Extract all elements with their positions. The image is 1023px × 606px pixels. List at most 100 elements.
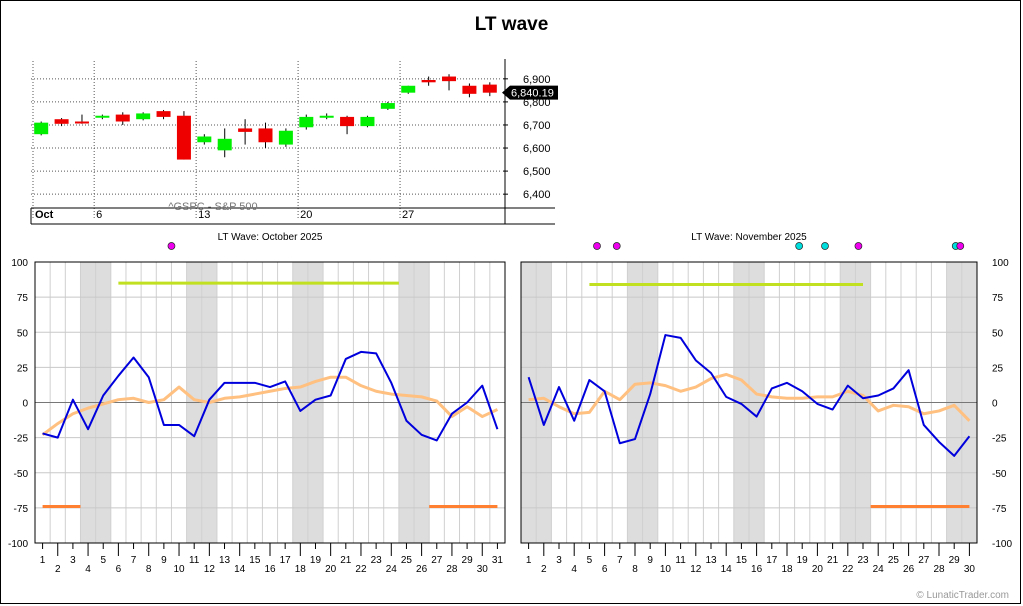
- wave-y-label: -25: [992, 434, 1007, 445]
- day-label: 13: [705, 555, 717, 566]
- day-label: 5: [587, 555, 593, 566]
- wave-y-label: -75: [992, 504, 1007, 515]
- day-label: 16: [751, 564, 763, 575]
- day-label: 9: [161, 555, 167, 566]
- candle-down: [54, 119, 69, 124]
- wave-plot-frame: [520, 261, 978, 544]
- candle-up: [319, 115, 334, 118]
- day-label: 23: [857, 555, 869, 566]
- price-tick-label: 6,600: [523, 143, 551, 155]
- day-label: 24: [873, 564, 885, 575]
- day-label: 21: [827, 555, 839, 566]
- day-label: 26: [416, 564, 428, 575]
- wave-y-label: -50: [14, 469, 29, 480]
- candle-up: [197, 136, 212, 143]
- candle-down: [340, 116, 355, 127]
- candle-up: [299, 116, 314, 128]
- day-label: 22: [842, 564, 854, 575]
- price-tick-label: 6,400: [523, 189, 551, 201]
- chart-title: LT wave: [474, 14, 549, 35]
- day-label: 28: [446, 564, 458, 575]
- day-label: 4: [85, 564, 91, 575]
- day-label: 20: [812, 564, 824, 575]
- signal-dot-magenta: [593, 242, 601, 250]
- price-tick-label: 6,700: [523, 120, 551, 132]
- day-label: 27: [918, 555, 930, 566]
- wave-y-label: 75: [17, 293, 29, 304]
- candle-down: [176, 115, 191, 160]
- date-label: Oct: [35, 209, 54, 221]
- day-label: 13: [219, 555, 231, 566]
- wave-line: [42, 350, 499, 442]
- wave-y-label: 0: [992, 399, 998, 410]
- wave-panel-title: LT Wave: October 2025: [218, 232, 323, 243]
- candle-down: [156, 111, 171, 117]
- day-label: 20: [325, 564, 337, 575]
- smooth-line: [528, 372, 971, 422]
- day-label: 17: [280, 555, 292, 566]
- day-label: 18: [781, 564, 793, 575]
- wave-y-label: 25: [992, 363, 1004, 374]
- day-label: 14: [721, 564, 733, 575]
- day-label: 26: [903, 564, 915, 575]
- day-label: 25: [888, 555, 900, 566]
- day-label: 17: [766, 555, 778, 566]
- candle-up: [34, 122, 49, 135]
- day-label: 12: [690, 564, 702, 575]
- day-label: 31: [492, 555, 504, 566]
- day-label: 1: [526, 555, 532, 566]
- signal-dot-magenta: [956, 242, 965, 250]
- day-label: 5: [100, 555, 106, 566]
- day-label: 14: [234, 564, 246, 575]
- wave-y-label: -50: [992, 469, 1007, 480]
- wave-y-label: 0: [22, 399, 28, 410]
- day-label: 10: [660, 564, 672, 575]
- day-label: 6: [602, 564, 608, 575]
- day-label: 3: [70, 555, 76, 566]
- wave-y-label: -25: [14, 434, 29, 445]
- day-label: 9: [647, 555, 653, 566]
- signal-dot-magenta: [167, 242, 176, 250]
- candle-down: [482, 84, 497, 93]
- day-label: 30: [964, 564, 976, 575]
- price-tick-label: 6,800: [523, 97, 551, 109]
- day-label: 18: [295, 564, 307, 575]
- signal-dot-magenta: [612, 242, 621, 250]
- signal-dot-cyan: [795, 242, 804, 250]
- day-label: 27: [431, 555, 443, 566]
- copyright-label: © LunaticTrader.com: [916, 590, 1009, 601]
- candle-down: [115, 114, 130, 122]
- candle-down: [421, 79, 436, 83]
- wave-y-label: 50: [992, 328, 1004, 339]
- day-label: 7: [617, 555, 623, 566]
- last-price-label: 6,840.19: [511, 88, 554, 100]
- candle-down: [74, 121, 89, 124]
- candle-down: [238, 128, 253, 132]
- wave-y-label: 100: [992, 258, 1009, 269]
- wave-y-label: -100: [992, 539, 1012, 550]
- day-label: 1: [40, 555, 46, 566]
- price-tick-label: 6,900: [523, 74, 551, 86]
- last-price-tag: [502, 85, 558, 100]
- signal-dot-cyan: [821, 242, 829, 250]
- smooth-line: [41, 375, 499, 437]
- day-label: 12: [204, 564, 216, 575]
- day-label: 6: [116, 564, 122, 575]
- wave-y-label: 50: [17, 328, 29, 339]
- date-label: 6: [96, 209, 102, 221]
- wave-y-label: -100: [8, 539, 28, 550]
- candle-down: [258, 128, 273, 143]
- date-label: 27: [402, 209, 414, 221]
- candle-up: [401, 85, 416, 93]
- signal-dot-magenta: [854, 242, 863, 250]
- day-label: 11: [189, 555, 200, 566]
- candle-down: [442, 76, 457, 82]
- candle-up: [136, 113, 151, 120]
- price-tick-label: 6,500: [523, 166, 551, 178]
- day-label: 19: [797, 555, 809, 566]
- day-label: 8: [632, 564, 638, 575]
- candle-up: [380, 103, 395, 109]
- day-label: 4: [571, 564, 577, 575]
